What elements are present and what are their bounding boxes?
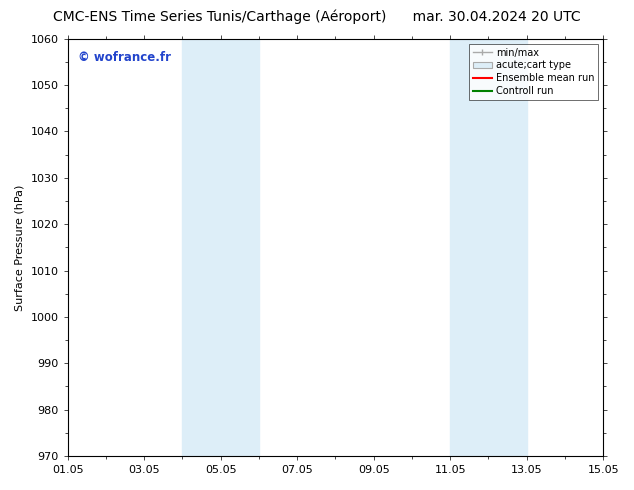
Y-axis label: Surface Pressure (hPa): Surface Pressure (hPa): [15, 184, 25, 311]
Bar: [221, 39, 259, 456]
Bar: [488, 39, 527, 456]
Bar: [183, 39, 221, 456]
Text: © wofrance.fr: © wofrance.fr: [79, 51, 171, 64]
Legend: min/max, acute;cart type, Ensemble mean run, Controll run: min/max, acute;cart type, Ensemble mean …: [469, 44, 598, 100]
Bar: [450, 39, 488, 456]
Text: CMC-ENS Time Series Tunis/Carthage (Aéroport)      mar. 30.04.2024 20 UTC: CMC-ENS Time Series Tunis/Carthage (Aéro…: [53, 10, 581, 24]
